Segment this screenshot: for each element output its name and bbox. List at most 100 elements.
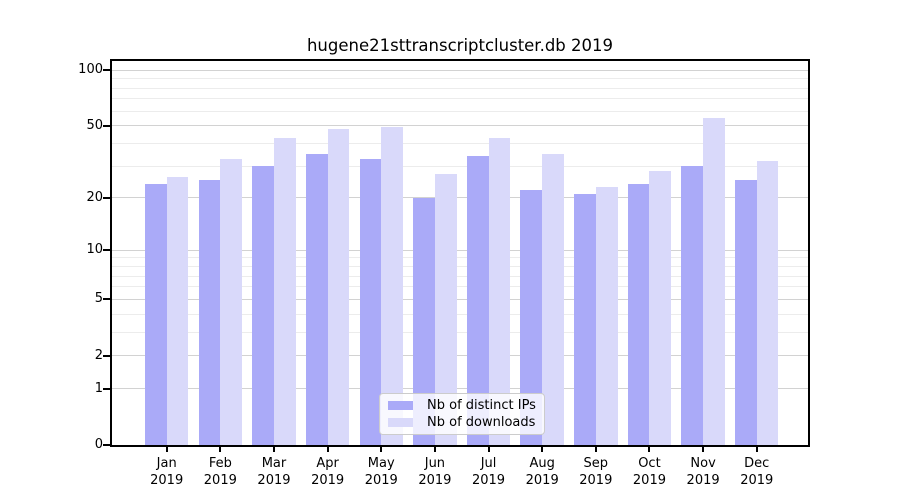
x-tick-year: 2019	[418, 473, 452, 488]
x-tick-jan	[165, 447, 168, 452]
bar-jun-nb-of-distinct-ips	[413, 197, 435, 445]
bar-sep-nb-of-downloads	[595, 186, 618, 445]
x-tick-month: Aug	[529, 456, 555, 471]
y-tick-label-20: 20	[86, 189, 103, 205]
x-tick-feb	[219, 447, 222, 452]
x-tick-month: Mar	[261, 456, 287, 471]
x-tick-month: Oct	[638, 456, 661, 471]
bar-feb-nb-of-distinct-ips	[198, 180, 221, 445]
x-tick-month: Apr	[316, 456, 339, 471]
x-tick-label-jul: Jul 2019	[459, 455, 519, 489]
y-tick-0	[103, 444, 110, 446]
x-tick-year: 2019	[632, 473, 666, 488]
bar-jun-nb-of-downloads	[434, 174, 457, 445]
bar-apr-nb-of-distinct-ips	[305, 153, 328, 445]
y-tick-1	[103, 387, 110, 390]
y-tick-100	[103, 69, 110, 72]
x-tick-year: 2019	[364, 473, 398, 488]
x-tick-nov	[702, 447, 705, 452]
x-tick-label-may: May 2019	[351, 455, 411, 489]
x-tick-dec	[755, 447, 758, 452]
gridline-major-10	[112, 249, 808, 251]
bar-nov-nb-of-downloads	[703, 118, 725, 445]
bar-jul-nb-of-distinct-ips	[466, 156, 489, 445]
gridline-minor-80	[112, 87, 808, 89]
bar-mar-nb-of-distinct-ips	[252, 166, 274, 445]
bar-aug-nb-of-distinct-ips	[520, 190, 543, 445]
x-tick-label-mar: Mar 2019	[244, 455, 304, 489]
x-tick-year: 2019	[311, 473, 345, 488]
bar-jan-nb-of-downloads	[166, 177, 189, 445]
bar-mar-nb-of-downloads	[273, 137, 296, 445]
bar-feb-nb-of-downloads	[220, 158, 243, 445]
y-tick-label-1: 1	[94, 380, 103, 396]
x-tick-label-jun: Jun 2019	[405, 455, 465, 489]
x-tick-month: Jun	[424, 456, 446, 471]
x-tick-year: 2019	[471, 473, 506, 488]
y-tick-label-10: 10	[86, 242, 103, 258]
gridline-major-20	[112, 197, 808, 199]
x-tick-label-sep: Sep 2019	[566, 455, 626, 489]
y-tick-label-5: 5	[94, 291, 103, 307]
gridline-minor-90	[112, 78, 808, 80]
bar-apr-nb-of-downloads	[327, 128, 350, 445]
legend-item-nb-of-downloads: Nb of downloads	[388, 415, 536, 430]
x-tick-label-apr: Apr 2019	[298, 455, 358, 489]
legend-label: Nb of downloads	[427, 415, 536, 430]
y-tick-label-0: 0	[94, 437, 103, 452]
x-tick-label-oct: Oct 2019	[619, 455, 679, 489]
x-tick-month: May	[367, 456, 395, 471]
y-tick-10	[103, 249, 110, 252]
legend-swatch	[388, 418, 413, 427]
x-tick-year: 2019	[525, 473, 559, 488]
bar-oct-nb-of-distinct-ips	[627, 183, 650, 445]
gridline-minor-40	[112, 142, 808, 144]
x-tick-year: 2019	[203, 473, 237, 488]
x-tick-year: 2019	[686, 473, 720, 488]
x-tick-label-aug: Aug 2019	[512, 455, 572, 489]
bar-aug-nb-of-downloads	[542, 153, 564, 445]
bar-may-nb-of-downloads	[381, 127, 403, 445]
gridline-major-5	[112, 298, 808, 300]
bar-nov-nb-of-distinct-ips	[681, 166, 704, 445]
x-tick-apr	[326, 447, 329, 452]
x-tick-jul	[487, 447, 490, 452]
x-tick-month: Nov	[690, 456, 716, 471]
x-tick-label-feb: Feb 2019	[190, 455, 250, 489]
bar-jul-nb-of-downloads	[488, 137, 511, 445]
legend-label: Nb of distinct IPs	[427, 398, 536, 413]
x-tick-label-jan: Jan 2019	[137, 455, 197, 489]
gridline-minor-3	[112, 331, 808, 333]
x-tick-mar	[272, 447, 275, 452]
bar-dec-nb-of-distinct-ips	[735, 180, 757, 445]
y-tick-2	[103, 354, 110, 357]
x-tick-year: 2019	[150, 473, 184, 488]
y-tick-5	[103, 298, 110, 301]
x-tick-month: Dec	[744, 456, 770, 471]
x-tick-aug	[541, 447, 544, 452]
legend: Nb of distinct IPs Nb of downloads	[379, 393, 545, 435]
x-tick-oct	[648, 447, 651, 452]
gridline-major-100	[112, 69, 808, 71]
plot-inner	[112, 61, 808, 445]
plot-area	[110, 59, 810, 447]
y-tick-label-50: 50	[86, 117, 103, 133]
bar-oct-nb-of-downloads	[649, 171, 672, 445]
bar-dec-nb-of-downloads	[756, 160, 779, 445]
bar-jan-nb-of-distinct-ips	[145, 183, 167, 445]
gridline-minor-60	[112, 110, 808, 112]
x-tick-month: Feb	[208, 456, 232, 471]
gridline-minor-30	[112, 165, 808, 167]
y-tick-50	[103, 124, 110, 127]
x-tick-month: Sep	[583, 456, 609, 471]
chart-title: hugene21sttranscriptcluster.db 2019	[306, 36, 614, 55]
x-tick-may	[380, 447, 383, 452]
y-tick-20	[103, 196, 110, 199]
gridline-minor-8	[112, 266, 808, 268]
gridline-minor-6	[112, 286, 808, 288]
gridline-minor-70	[112, 98, 808, 100]
gridline-major-50	[112, 125, 808, 127]
x-tick-month: Jul	[480, 456, 497, 471]
x-tick-year: 2019	[257, 473, 291, 488]
